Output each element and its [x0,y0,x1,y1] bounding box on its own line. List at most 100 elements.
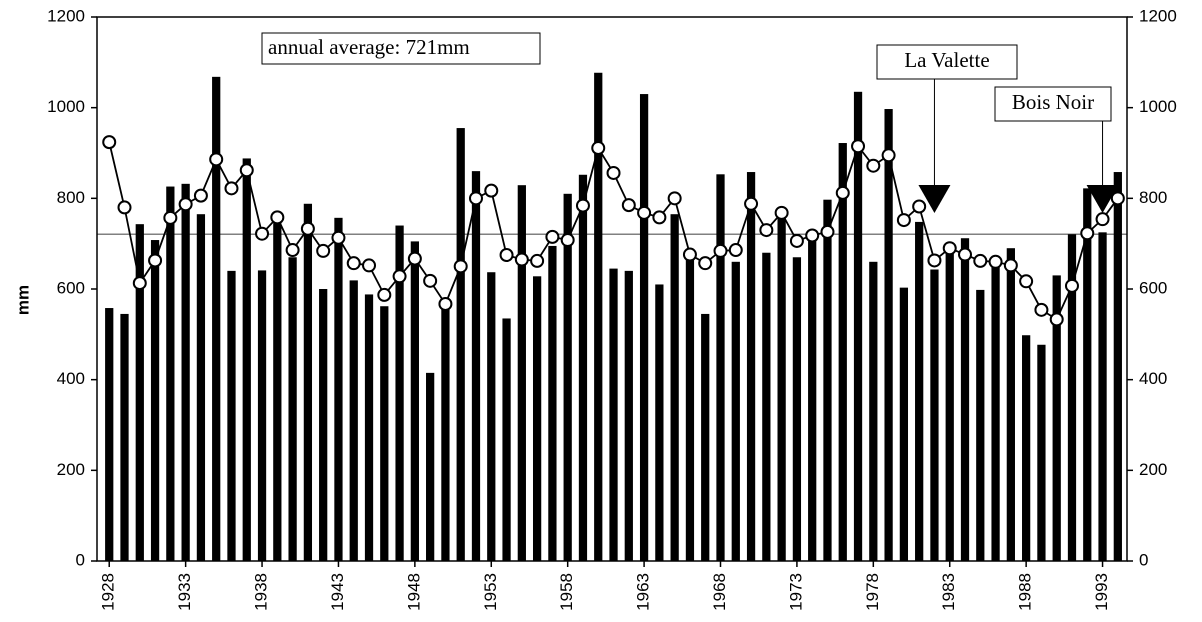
line-marker [132,276,147,291]
bar [517,185,526,562]
line-marker [805,228,820,243]
bar [166,186,175,561]
line-marker [499,248,514,262]
line-marker [866,158,881,173]
annotation-arrow [918,185,951,213]
bar [1098,232,1107,562]
annotation-box [876,44,1018,80]
bar [227,270,236,561]
y-tick-label: 1000 [47,97,85,116]
bar [532,276,542,561]
bar [150,240,160,562]
average-box [261,32,541,65]
line-marker [896,213,911,228]
line-marker [575,198,590,213]
bar [273,223,282,561]
line-marker [1003,258,1018,273]
bar [1083,188,1092,562]
y2-tick-label: 1200 [1139,6,1177,25]
line-marker [224,181,239,196]
bar [976,289,985,561]
y2-tick-label: 800 [1139,188,1167,207]
x-tick-label: 1993 [1092,573,1111,611]
bar [181,183,190,561]
line-marker [362,258,377,273]
bar [777,216,786,561]
line-marker [1049,312,1064,327]
x-tick-label: 1973 [786,573,805,611]
bar [410,241,419,561]
bar [915,221,924,561]
bar [823,199,832,561]
line-marker [927,253,942,268]
line-marker [1080,226,1095,241]
bar [991,266,1000,561]
bar [196,214,206,561]
bar [716,174,725,561]
line-marker [423,273,438,288]
line-marker [117,200,132,215]
line-marker [209,152,224,167]
bar [624,270,633,561]
line-marker [744,196,759,211]
x-tick-label: 1948 [404,573,423,611]
bar [639,94,649,562]
bar [685,257,695,561]
bar [364,294,374,561]
bar [319,289,328,561]
bar [930,269,939,561]
y-tick-label: 1200 [47,6,85,25]
line-marker [637,205,652,220]
bar [380,306,389,561]
line-marker [606,165,621,180]
line-marker [759,223,774,238]
line-marker [1064,278,1079,293]
line-marker [835,185,850,200]
x-tick-label: 1978 [863,573,882,611]
line-marker [1034,302,1049,317]
bar [1067,234,1077,561]
bar [945,248,954,561]
bar [609,268,618,561]
line-marker [270,210,285,225]
plot-frame [96,16,1128,562]
line-marker [285,243,300,258]
line-marker [407,251,422,266]
bar [349,280,358,561]
bar [808,239,817,561]
x-tick-label: 1943 [328,573,347,611]
line-marker [163,210,178,225]
y-tick-label: 800 [57,188,85,207]
line-marker [973,253,988,268]
bar [869,261,878,561]
y-tick-label: 600 [57,278,85,297]
line-marker [392,269,407,284]
bar [655,284,664,561]
bar [426,372,435,561]
y2-tick-label: 200 [1139,460,1167,479]
bar [762,252,771,561]
line-marker [591,141,606,156]
line-marker [453,259,468,274]
bar [303,203,313,562]
line-marker [621,198,636,213]
line-marker [728,243,743,258]
line-marker [942,241,957,256]
line-marker [545,229,560,244]
y-tick-label: 400 [57,369,85,388]
line-marker [102,135,117,150]
bar [701,313,710,561]
line-marker [514,252,529,267]
line-marker [239,163,254,178]
bar [838,143,847,561]
bar [487,272,496,561]
bar [853,91,863,562]
bar [441,302,450,561]
bar [578,174,588,561]
line-marker [652,210,667,225]
bar [105,308,114,561]
line-marker [988,254,1003,269]
y2-tick-label: 0 [1139,550,1148,569]
line-marker [851,139,866,154]
